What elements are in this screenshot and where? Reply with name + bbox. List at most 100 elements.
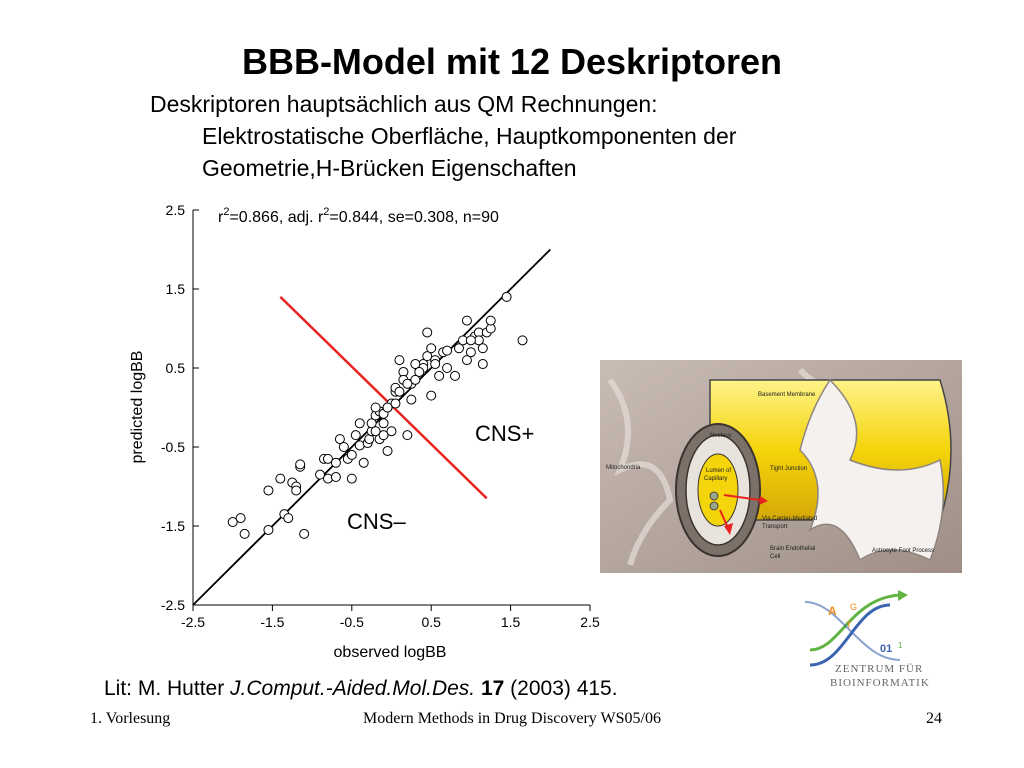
label-basement-membrane: Basement Membrane [758,392,816,398]
y-axis-title: predicted logBB [129,351,146,464]
cns-plus-label: CNS+ [475,421,534,446]
data-point [477,359,488,370]
data-point [442,345,453,356]
data-point [263,524,274,535]
data-point [414,366,425,377]
data-point [517,335,528,346]
data-point [350,430,361,441]
data-point [422,351,433,362]
data-point [450,370,461,381]
blood-brain-barrier-illustration: Basement Membrane Nucleus Lumen of Capil… [600,360,962,573]
data-point [370,426,381,437]
data-point [461,315,472,326]
x-tick-labels: -2.5 -1.5 -0.5 0.5 1.5 2.5 [181,614,600,630]
label-carrier-1: Via Carrier-Mediated [762,516,817,522]
data-point [465,335,476,346]
data-point [442,363,453,373]
svg-text:1: 1 [898,641,903,650]
data-point [430,359,441,370]
data-point [370,402,381,413]
data-point [382,445,393,456]
dna-helix-icon: A G T 01 1 [804,590,908,667]
cns-minus-label: CNS– [347,509,406,534]
data-point [382,402,393,413]
cns-separator-line [279,296,488,500]
data-point [410,374,421,385]
bullet-line-2: Elektrostatische Oberfläche, Hauptkompon… [202,123,737,149]
data-point [477,343,488,354]
data-point [227,517,238,528]
y-tick-marks [193,209,199,606]
citation-prefix: Lit: M. Hutter [104,677,231,700]
regression-stats: r2=0.866, adj. r2=0.844, se=0.308, n=90 [218,206,499,226]
x-tick-marks [192,605,591,611]
data-point [410,359,421,370]
x-tick-label: -0.5 [340,614,364,630]
label-astrocyte: Astrocyte Foot Process [872,548,934,554]
data-point [453,343,464,354]
y-tick-labels: 2.5 1.5 0.5 -0.5 -1.5 -2.5 [161,202,185,613]
x-tick-label: 0.5 [421,614,441,630]
data-point [263,485,274,496]
footer-right: 24 [926,710,942,727]
data-point [346,449,357,460]
y-tick-label: -2.5 [161,597,185,613]
data-point [354,418,365,429]
svg-text:A: A [828,604,837,618]
label-endothelial-1: Brain Endothelial [770,546,815,552]
data-point [330,457,341,468]
data-point [386,426,397,437]
x-tick-label: -1.5 [260,614,284,630]
bullet-line-3: Geometrie,H-Brücken Eigenschaften [202,155,577,181]
svg-text:G: G [850,602,857,612]
zentrum-bioinformatik-logo: A G T 01 1 ZENTRUM FÜR BIOINFORMATIK [804,590,930,689]
label-nucleus: Nucleus [710,433,732,439]
data-point [501,291,512,302]
logo-line-2: BIOINFORMATIK [830,677,930,689]
data-point [334,434,345,445]
data-point [239,528,250,539]
citation-volume: 17 [480,677,505,700]
data-point [406,394,417,405]
x-tick-label: 1.5 [501,614,521,630]
logo-line-1: ZENTRUM FÜR [835,663,923,675]
data-point [402,430,413,441]
data-point [465,347,476,358]
data-points [227,291,528,539]
citation-journal: J.Comput.-Aided.Mol.Des. [230,677,476,700]
x-axis-title: observed logBB [334,644,447,661]
data-point [422,327,433,338]
bullet-line-1: Deskriptoren hauptsächlich aus QM Rechnu… [150,91,658,117]
data-point [402,378,413,389]
data-point [485,315,496,326]
data-point [275,473,286,484]
data-point [461,355,472,366]
label-lumen-2: Capillary [704,476,727,482]
citation-rest: (2003) 415. [504,677,618,700]
slide-title: BBB-Model mit 12 Deskriptoren [241,41,783,82]
data-point [322,453,333,464]
axis-frame [192,210,590,606]
label-tight-junction: Tight Junction [770,466,807,472]
y-tick-label: -0.5 [161,439,185,455]
astrocyte-foot [799,378,945,562]
data-point [426,343,437,354]
y-tick-label: 2.5 [166,202,186,218]
data-point [346,473,357,484]
data-point [295,459,306,470]
label-carrier-2: Transport [762,524,788,530]
label-mitochondria: Mitochondria [606,465,641,471]
data-point [330,472,341,483]
svg-text:01: 01 [880,643,892,655]
footer-center: Modern Methods in Drug Discovery WS05/06 [363,710,661,727]
x-tick-label: -2.5 [181,614,205,630]
data-point [358,457,369,468]
data-point [394,386,405,397]
data-point [434,370,445,381]
data-point [378,418,389,429]
scatter-chart: 2.5 1.5 0.5 -0.5 -1.5 -2.5 -2.5 -1.5 -0.5 0.5 1.5… [129,202,600,661]
data-point [338,442,349,452]
data-point [378,430,389,441]
label-endothelial-2: Cell [770,554,780,560]
label-lumen-1: Lumen of [706,468,731,474]
